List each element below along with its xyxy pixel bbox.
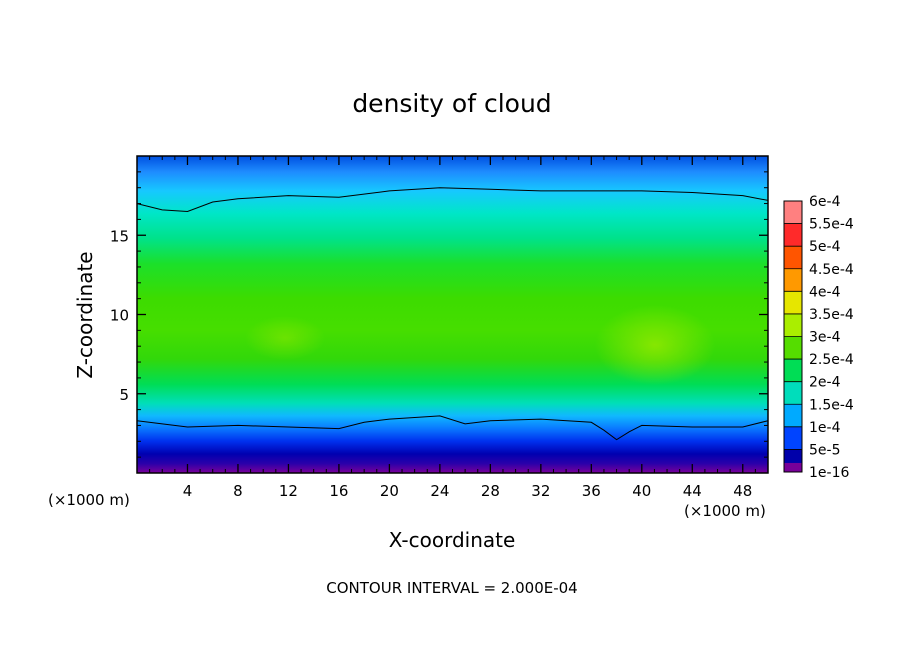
x-unit-right: (×1000 m) [684,502,766,520]
colorbar-segment [784,462,802,472]
colorbar-label: 6e-4 [809,194,841,210]
x-tick-label: 28 [481,482,500,500]
x-tick-label: 32 [531,482,550,500]
colorbar-label: 4e-4 [809,284,841,300]
colorbar-label: 5.5e-4 [809,217,854,233]
colorbar-label: 2e-4 [809,375,841,391]
x-tick-label: 36 [582,482,601,500]
contour-interval-note: CONTOUR INTERVAL = 2.000E-04 [326,579,577,597]
colorbar-segment [784,268,802,292]
x-tick-label: 44 [683,482,702,500]
colorbar-label: 3.5e-4 [809,307,854,323]
x-tick-label: 40 [632,482,651,500]
y-axis-label: Z-coordinate [73,251,97,378]
colorbar-segment [784,359,802,383]
density-blob [245,316,325,360]
x-tick-label: 4 [183,482,193,500]
contour-lines [137,187,768,441]
plot-area [137,156,768,473]
colorbar-label: 4.5e-4 [809,262,854,278]
colorbar-label: 1e-16 [809,465,849,481]
colorbar-label: 3e-4 [809,330,841,346]
colorbar-segment [784,313,802,337]
y-tick-label: 15 [110,227,129,245]
contour-line [137,415,768,441]
colorbar-segment [784,381,802,405]
x-tick-label: 12 [279,482,298,500]
density-blob [595,305,715,385]
x-axis-label: X-coordinate [389,528,516,552]
colorbar-segment [784,291,802,315]
colorbar-label: 1.5e-4 [809,397,854,413]
colorbar-segment [784,404,802,428]
x-tick-label: 48 [733,482,752,500]
y-tick-label: 5 [119,386,129,404]
colorbar-segment [784,426,802,450]
colorbar-label: 5e-4 [809,239,841,255]
x-unit-left: (×1000 m) [48,491,130,509]
y-axis-ticks: 5 10 15 [110,171,768,458]
x-tick-label: 20 [380,482,399,500]
x-tick-label: 8 [233,482,243,500]
x-axis-ticks: 4 8 12 16 20 24 28 32 36 40 44 48 [149,156,756,500]
colorbar-segment [784,336,802,360]
y-tick-label: 10 [110,307,129,325]
colorbar-segment [784,201,802,225]
colorbar-label: 2.5e-4 [809,352,854,368]
colorbar-label: 1e-4 [809,420,841,436]
contour-line [137,187,768,213]
x-tick-label: 16 [329,482,348,500]
colorbar: 6e-4 5.5e-4 5e-4 4.5e-4 4e-4 3.5e-4 3e-4 2.5e-4… [783,194,854,481]
colorbar-segment [784,223,802,247]
colorbar-label: 5e-5 [809,442,840,458]
chart-title: density of cloud [352,89,551,118]
x-tick-label: 24 [430,482,449,500]
colorbar-segment [784,246,802,270]
